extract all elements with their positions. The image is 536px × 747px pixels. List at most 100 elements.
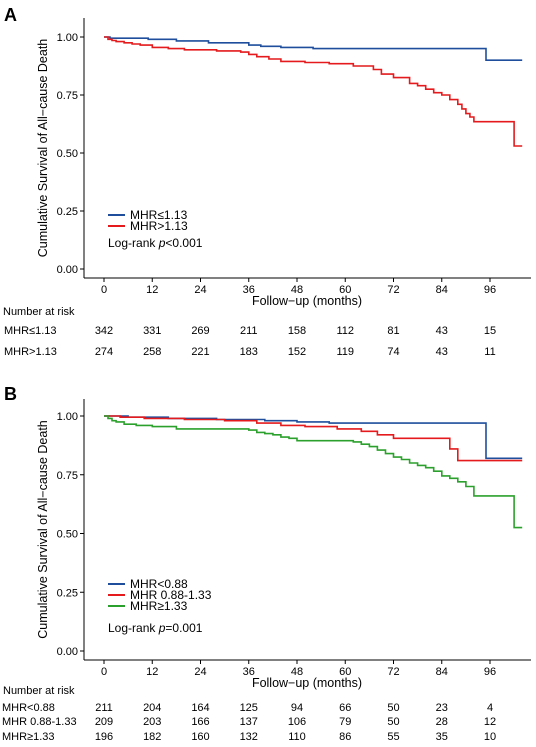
risk-value: 119	[336, 346, 354, 358]
risk-value: 274	[95, 346, 113, 358]
x-tick-label: 72	[387, 666, 399, 678]
survival-curve-1	[104, 415, 523, 460]
x-tick-label: 12	[146, 666, 158, 678]
risk-row-label: MHR<0.88	[2, 702, 55, 714]
risk-row-label: MHR≥1.33	[2, 731, 55, 743]
risk-value: 209	[95, 716, 113, 728]
legend-entry: MHR≥1.33	[130, 599, 188, 613]
risk-value: 196	[95, 731, 113, 743]
risk-value: 166	[191, 716, 209, 728]
risk-value: 160	[191, 731, 209, 743]
legend-entry: MHR>1.13	[130, 219, 188, 233]
x-tick-label: 0	[101, 284, 107, 296]
risk-value: 106	[288, 716, 306, 728]
risk-value: 258	[143, 346, 161, 358]
risk-value: 23	[436, 702, 448, 714]
x-tick-label: 96	[484, 284, 496, 296]
risk-value: 211	[95, 702, 113, 714]
risk-value: 203	[143, 716, 161, 728]
risk-value: 183	[240, 346, 258, 358]
x-axis-label: Follow−up (months)	[252, 294, 362, 308]
y-tick-label: 0.25	[57, 587, 78, 599]
y-axis-label: Cumulative Survival of All−cause Death	[36, 39, 50, 258]
risk-value: 94	[291, 702, 303, 714]
y-axis-label: Cumulative Survival of All−cause Death	[36, 420, 50, 639]
y-tick-label: 0.50	[57, 529, 78, 541]
risk-value: 221	[191, 346, 209, 358]
risk-value: 79	[339, 716, 351, 728]
y-tick-label: 0.25	[57, 206, 78, 218]
y-tick-label: 0.00	[57, 264, 78, 276]
x-tick-label: 84	[436, 666, 448, 678]
y-tick-label: 1.00	[57, 32, 78, 44]
risk-value: 152	[288, 346, 306, 358]
risk-row-label: MHR>1.13	[4, 346, 57, 358]
panel-letter: A	[4, 5, 17, 25]
x-tick-label: 0	[101, 666, 107, 678]
y-tick-label: 0.50	[57, 148, 78, 160]
risk-value: 182	[143, 731, 161, 743]
legend-entry: MHR 0.88-1.33	[130, 588, 212, 602]
risk-value: 211	[240, 325, 258, 337]
x-tick-label: 36	[243, 666, 255, 678]
risk-value: 158	[288, 325, 306, 337]
risk-value: 112	[336, 325, 354, 337]
risk-value: 86	[339, 731, 351, 743]
x-tick-label: 12	[146, 284, 158, 296]
risk-value: 55	[387, 731, 399, 743]
risk-value: 125	[240, 702, 258, 714]
risk-value: 12	[484, 716, 496, 728]
risk-value: 35	[436, 731, 448, 743]
y-tick-label: 0.75	[57, 470, 78, 482]
x-tick-label: 72	[387, 284, 399, 296]
risk-value: 132	[240, 731, 258, 743]
risk-value: 74	[387, 346, 399, 358]
risk-table-title: Number at risk	[3, 306, 75, 318]
x-tick-label: 96	[484, 666, 496, 678]
risk-value: 66	[339, 702, 351, 714]
risk-value: 4	[487, 702, 493, 714]
risk-value: 43	[436, 346, 448, 358]
risk-value: 331	[143, 325, 161, 337]
risk-value: 204	[143, 702, 161, 714]
risk-value: 15	[484, 325, 496, 337]
legend-entry: MHR≤1.13	[130, 208, 188, 222]
risk-value: 137	[240, 716, 258, 728]
risk-value: 269	[191, 325, 209, 337]
risk-value: 164	[191, 702, 209, 714]
x-tick-label: 24	[194, 284, 206, 296]
x-tick-label: 60	[339, 666, 351, 678]
risk-value: 11	[484, 346, 495, 358]
risk-value: 28	[436, 716, 448, 728]
risk-value: 10	[484, 731, 496, 743]
x-tick-label: 60	[339, 284, 351, 296]
survival-curve-1	[104, 36, 523, 61]
risk-value: 50	[387, 702, 399, 714]
survival-curve-3	[104, 415, 523, 529]
risk-value: 43	[436, 325, 448, 337]
risk-value: 110	[288, 731, 306, 743]
risk-row-label: MHR≤1.13	[4, 325, 57, 337]
x-axis-label: Follow−up (months)	[252, 676, 362, 690]
x-tick-label: 36	[243, 284, 255, 296]
survival-curve-2	[104, 36, 523, 147]
panel-letter: B	[4, 384, 17, 404]
y-tick-label: 0.75	[57, 90, 78, 102]
risk-value: 81	[387, 325, 399, 337]
x-tick-label: 84	[436, 284, 448, 296]
y-tick-label: 0.00	[57, 646, 78, 658]
risk-value: 342	[95, 325, 113, 337]
y-tick-label: 1.00	[57, 411, 78, 423]
x-tick-label: 48	[291, 284, 303, 296]
log-rank-annotation: Log-rank p=0.001	[108, 621, 203, 635]
survival-curve-2	[104, 415, 523, 462]
legend-entry: MHR<0.88	[130, 577, 188, 591]
risk-row-label: MHR 0.88-1.33	[2, 716, 77, 728]
log-rank-annotation: Log-rank p<0.001	[108, 236, 203, 250]
risk-value: 50	[387, 716, 399, 728]
x-tick-label: 48	[291, 666, 303, 678]
panel-b: B 0.00 0.25 0.50 0.75 1.00 0 12 24 36 48 60 72 84 96 Cu…	[2, 384, 531, 743]
risk-table-title: Number at risk	[3, 685, 75, 697]
panel-a: A 0.00 0.25 0.50 0.75 1.00 0 12 24 36 48 60 72 84 96 Cu…	[3, 5, 531, 358]
